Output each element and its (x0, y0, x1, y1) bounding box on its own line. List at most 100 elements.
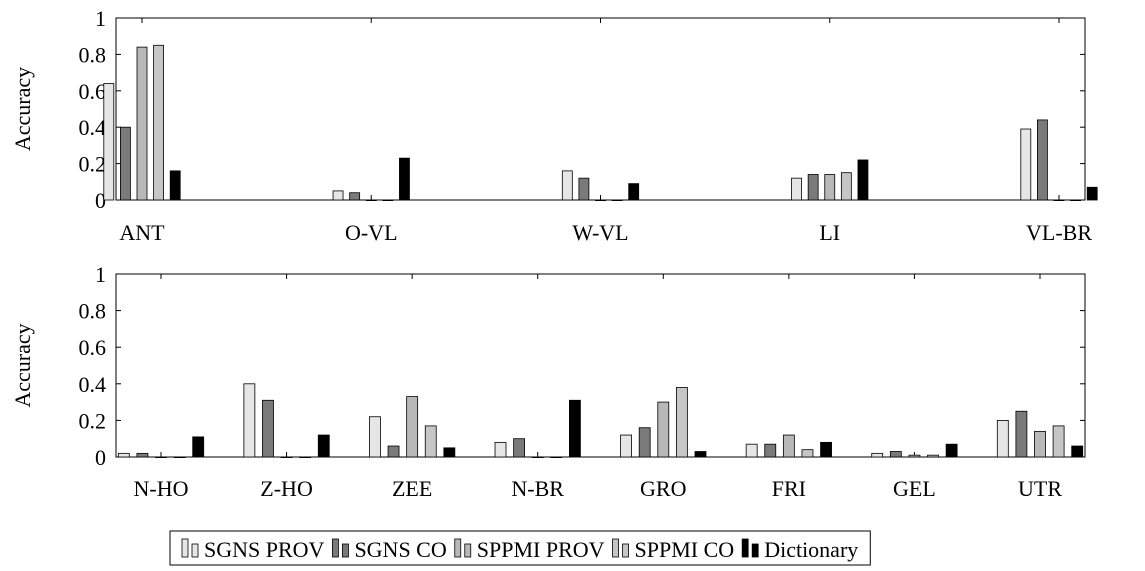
bar-sppmi-co-n-br (550, 456, 563, 459)
bar-sgns-prov-w-vl (561, 170, 573, 201)
legend-item-sgns-co: SGNS CO (332, 537, 447, 562)
bar-dictionary-o-vl (399, 157, 410, 201)
y-tick-label: 0.4 (79, 372, 107, 397)
bar-sppmi-prov-n-br (531, 456, 544, 459)
legend-label: SGNS PROV (204, 537, 325, 562)
bar-sgns-prov-zee (369, 416, 381, 458)
bar-sgns-co-ant (120, 126, 131, 201)
bar-sppmi-co-n-ho (173, 456, 186, 459)
legend-label: SPPMI PROV (477, 537, 605, 562)
category-label-ant: ANT (119, 220, 165, 245)
bar-sgns-co-li (807, 174, 819, 201)
bar-sppmi-co-gel (927, 454, 939, 458)
category-label-o-vl: O-VL (345, 220, 398, 245)
bar-sppmi-co-fri (801, 449, 814, 458)
y-tick-label: 1 (95, 6, 106, 31)
bar-sppmi-prov-w-vl (595, 199, 606, 202)
category-label-z-ho: Z-HO (260, 476, 313, 501)
bar-sppmi-co-li (840, 172, 852, 201)
category-label-n-br: N-BR (511, 476, 564, 501)
bar-sppmi-prov-ant (136, 46, 148, 201)
bar-sppmi-co-ant (153, 44, 165, 201)
category-label-vl-br: VL-BR (1026, 220, 1092, 245)
bar-dictionary-z-ho (317, 434, 330, 458)
y-axis-label: Accuracy (10, 323, 35, 407)
bar-sppmi-prov-utr (1034, 430, 1046, 458)
plot-frame (115, 17, 1086, 201)
bar-sppmi-prov-gro (657, 401, 670, 458)
bar-sgns-co-w-vl (578, 177, 590, 201)
bar-sppmi-prov-n-ho (155, 456, 167, 459)
plot-frame (115, 273, 1086, 458)
bar-sppmi-prov-gel (908, 454, 921, 458)
y-axis-label: Accuracy (10, 67, 35, 151)
bar-sppmi-co-utr (1052, 425, 1065, 458)
legend-swatch (741, 538, 749, 558)
bar-sgns-prov-n-ho (117, 452, 130, 458)
category-label-li: LI (819, 220, 840, 245)
legend-swatch (751, 543, 759, 558)
bar-sgns-prov-gel (871, 452, 884, 458)
bar-dictionary-n-ho (192, 436, 205, 458)
y-tick-label: 0 (95, 188, 106, 213)
bar-sppmi-prov-o-vl (365, 199, 377, 202)
chart-panel-1: 0 0.2 0.4 0.6 0.8 1 Accuracy ANT O-VL W-VL LI VL-BR (10, 6, 1098, 245)
y-tick-label: 0.8 (79, 299, 107, 324)
bar-sgns-prov-z-ho (243, 383, 256, 458)
bar-dictionary-gro (694, 451, 707, 458)
bar-sppmi-prov-vl-br (1053, 199, 1065, 202)
bar-sppmi-co-z-ho (299, 456, 312, 459)
y-tick-label: 0.4 (79, 115, 107, 140)
legend-swatch (342, 543, 349, 558)
bar-sppmi-co-o-vl (382, 199, 394, 202)
bar-sppmi-co-vl-br (1070, 199, 1081, 202)
bar-sgns-co-fri (764, 443, 777, 458)
bar-sppmi-prov-fri (782, 434, 795, 458)
bar-sgns-prov-utr (996, 419, 1009, 458)
legend-item-dictionary: Dictionary (741, 537, 858, 562)
bar-sgns-co-utr (1015, 410, 1028, 458)
y-tick-label: 0.2 (79, 152, 107, 177)
legend-swatch (191, 543, 199, 558)
bar-sgns-co-n-ho (136, 452, 149, 458)
category-label-zee: ZEE (392, 476, 432, 501)
bar-dictionary-ant (169, 170, 181, 201)
bar-dictionary-n-br (569, 399, 581, 458)
chart-panel-2: 0 0.2 0.4 0.6 0.8 1 Accuracy N-HO Z-HO ZEE N-BR GRO… (10, 262, 1086, 501)
bar-sgns-prov-li (791, 177, 802, 201)
bar-dictionary-vl-br (1086, 186, 1098, 201)
legend-label: SGNS CO (354, 537, 446, 562)
category-label-n-ho: N-HO (134, 476, 189, 501)
category-label-utr: UTR (1018, 476, 1062, 501)
legend: SGNS PROV SGNS CO SPPMI PROV SPPMI CO Dictio… (169, 530, 871, 566)
bar-sgns-co-gel (889, 451, 902, 458)
y-tick-label: 0 (95, 445, 106, 470)
bar-sgns-co-vl-br (1037, 119, 1048, 201)
bar-sgns-co-z-ho (262, 399, 274, 458)
bar-sgns-prov-gro (620, 434, 632, 458)
legend-swatch (181, 538, 189, 558)
legend-swatch (454, 538, 462, 558)
bar-dictionary-w-vl (628, 183, 640, 201)
legend-swatch (332, 538, 339, 558)
legend-item-sppmi-prov: SPPMI PROV (454, 537, 605, 562)
y-tick-label: 1 (95, 262, 106, 287)
legend-label: SPPMI CO (635, 537, 735, 562)
category-label-gel: GEL (893, 476, 936, 501)
y-tick-label: 0.2 (79, 408, 107, 433)
bar-sgns-prov-fri (745, 443, 758, 458)
bar-sgns-prov-vl-br (1020, 128, 1032, 201)
bar-sppmi-co-gro (675, 387, 688, 458)
y-tick-label: 0.6 (79, 79, 107, 104)
bar-sgns-prov-o-vl (332, 190, 344, 201)
legend-swatch (464, 543, 472, 558)
bar-sgns-co-n-br (513, 438, 526, 458)
category-label-w-vl: W-VL (572, 220, 628, 245)
bar-sppmi-co-zee (424, 425, 437, 458)
category-label-fri: FRI (772, 476, 806, 501)
bar-dictionary-fri (820, 441, 832, 458)
category-label-gro: GRO (640, 476, 686, 501)
bar-sgns-co-gro (638, 427, 651, 458)
bar-sppmi-prov-li (824, 174, 836, 201)
